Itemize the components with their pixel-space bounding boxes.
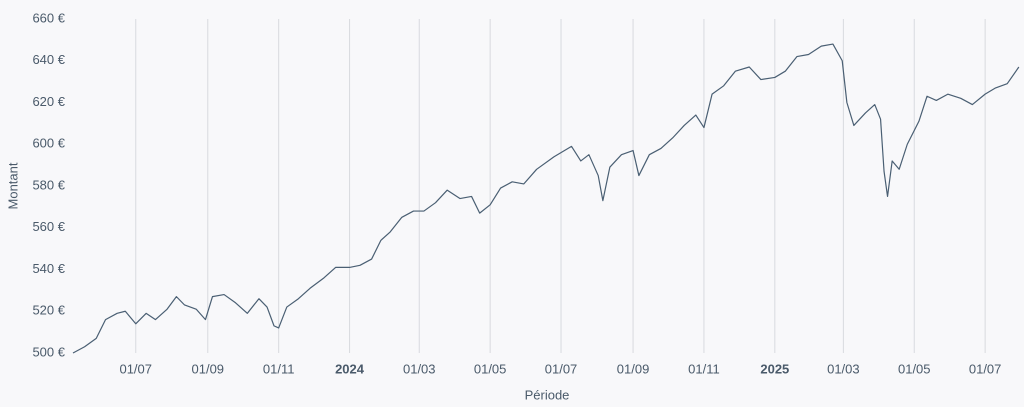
x-axis-title: Période [525, 387, 570, 402]
y-tick-label: 660 € [32, 10, 65, 25]
x-tick-label: 2025 [760, 361, 789, 376]
x-tick-label: 01/11 [688, 361, 720, 376]
x-tick-label: 01/07 [969, 361, 1002, 376]
y-tick-label: 600 € [32, 136, 65, 151]
x-tick-label: 2024 [335, 361, 365, 376]
x-tick-label: 01/09 [192, 361, 225, 376]
x-tick-label: 01/03 [827, 361, 860, 376]
y-tick-label: 580 € [32, 177, 65, 192]
line [72, 43, 1020, 354]
x-tick-label: 01/05 [474, 361, 507, 376]
y-tick-label: 520 € [32, 303, 65, 318]
x-tick-label: 01/07 [545, 361, 578, 376]
y-axis-title: Montant [5, 162, 20, 209]
x-tick-label: 01/03 [403, 361, 436, 376]
x-tick-label: 01/11 [263, 361, 295, 376]
y-tick-label: 560 € [32, 219, 65, 234]
y-tick-label: 640 € [32, 52, 65, 67]
y-tick-label: 620 € [32, 94, 65, 109]
y-tick-label: 500 € [32, 344, 65, 359]
x-tick-label: 01/05 [898, 361, 931, 376]
x-tick-label: 01/09 [617, 361, 650, 376]
x-tick-label: 01/07 [119, 361, 152, 376]
y-tick-label: 540 € [32, 261, 65, 276]
